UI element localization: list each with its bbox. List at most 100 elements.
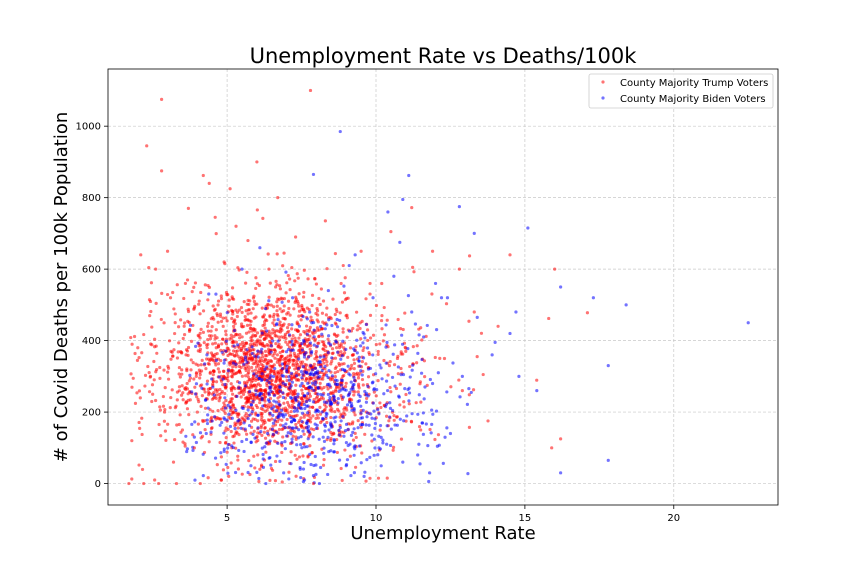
biden-point	[341, 386, 345, 391]
trump-point	[224, 332, 228, 337]
biden-point	[249, 464, 253, 468]
trump-point	[302, 268, 306, 272]
biden-point	[319, 465, 323, 470]
trump-point	[251, 369, 255, 373]
trump-point	[299, 416, 303, 420]
biden-point	[247, 423, 252, 428]
biden-point	[190, 390, 194, 394]
trump-point	[137, 356, 141, 360]
trump-point	[213, 334, 217, 338]
trump-point	[167, 339, 172, 343]
trump-point	[175, 283, 179, 287]
biden-point	[349, 473, 353, 478]
biden-point	[249, 440, 253, 444]
trump-point	[391, 448, 395, 452]
trump-point	[313, 391, 317, 396]
trump-point	[259, 362, 263, 366]
trump-point	[219, 319, 224, 323]
biden-point	[278, 389, 282, 394]
gridlines	[108, 69, 778, 505]
trump-point	[460, 389, 464, 393]
biden-point	[232, 344, 236, 348]
biden-point	[184, 434, 188, 438]
biden-point	[214, 358, 218, 363]
trump-point	[296, 377, 300, 382]
biden-point	[239, 426, 243, 430]
trump-point	[293, 414, 297, 418]
trump-point	[225, 450, 229, 454]
biden-point	[260, 392, 264, 396]
trump-point	[398, 382, 402, 386]
biden-point	[307, 429, 311, 433]
trump-point	[275, 353, 279, 357]
trump-point	[150, 325, 154, 329]
trump-point	[211, 396, 216, 400]
biden-point	[287, 425, 291, 429]
trump-point	[258, 335, 262, 339]
biden-point	[296, 436, 301, 440]
biden-point	[384, 379, 389, 383]
trump-point	[368, 336, 373, 340]
trump-point	[267, 267, 271, 271]
biden-point	[287, 333, 292, 337]
trump-point	[202, 341, 206, 345]
biden-point	[265, 378, 269, 383]
biden-point	[290, 343, 294, 347]
trump-point	[262, 313, 266, 317]
biden-point	[301, 467, 306, 471]
trump-point	[336, 369, 340, 374]
biden-point	[250, 351, 254, 356]
biden-point	[213, 415, 217, 419]
trump-point	[215, 313, 220, 318]
trump-point	[160, 291, 164, 295]
trump-point	[270, 417, 274, 421]
trump-point	[472, 310, 476, 314]
trump-point	[224, 329, 228, 333]
trump-point	[129, 335, 133, 340]
trump-point	[378, 401, 382, 405]
biden-point	[324, 414, 328, 418]
biden-point	[391, 408, 395, 413]
trump-point	[238, 333, 242, 337]
trump-point	[255, 331, 260, 335]
trump-point	[252, 299, 256, 304]
biden-point	[418, 462, 422, 466]
trump-point	[140, 351, 144, 355]
biden-point	[256, 426, 260, 430]
trump-point	[345, 316, 349, 320]
trump-point	[222, 260, 226, 264]
trump-point	[246, 372, 250, 376]
trump-point	[306, 455, 310, 459]
trump-point	[216, 320, 220, 324]
trump-point	[303, 362, 307, 367]
biden-point	[214, 292, 218, 296]
trump-point	[219, 359, 223, 363]
trump-point	[281, 435, 285, 439]
biden-point	[316, 376, 320, 380]
trump-point	[388, 385, 392, 390]
trump-point	[284, 291, 288, 295]
trump-point	[354, 372, 358, 376]
trump-point	[252, 383, 257, 387]
trump-point	[211, 382, 215, 386]
trump-point	[263, 353, 268, 358]
biden-point	[302, 460, 306, 465]
trump-point	[266, 403, 270, 407]
trump-point	[177, 389, 181, 393]
trump-point	[315, 394, 320, 399]
biden-point	[372, 388, 376, 392]
trump-point	[214, 346, 218, 350]
trump-point	[316, 328, 320, 332]
biden-point	[225, 311, 229, 315]
trump-point	[162, 419, 167, 423]
trump-point	[175, 423, 179, 427]
trump-point	[171, 354, 175, 358]
trump-point	[333, 366, 337, 371]
trump-point	[249, 319, 253, 323]
trump-point	[278, 378, 282, 382]
trump-point	[229, 352, 233, 356]
trump-point	[305, 339, 309, 343]
trump-point	[211, 342, 215, 346]
trump-point	[274, 285, 278, 289]
biden-point	[236, 419, 240, 423]
